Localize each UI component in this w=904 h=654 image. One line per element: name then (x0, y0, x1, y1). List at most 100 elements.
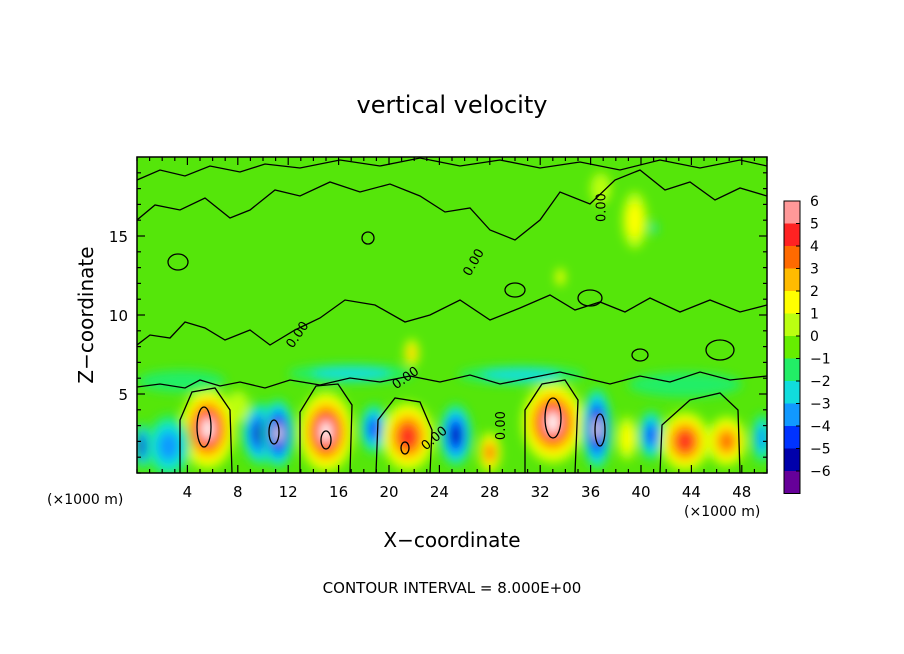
colorbar-label: 4 (810, 239, 819, 255)
colorbar-swatch (784, 246, 800, 269)
contour-ellipse (577, 289, 603, 307)
velocity-cell (485, 445, 494, 460)
colorbar-swatch (784, 313, 800, 337)
x-axis: 4 8 12 16 20 24 28 32 36 40 44 48 (136, 157, 768, 501)
x-tick-label: 16 (329, 483, 348, 501)
colorbar-label: −4 (810, 419, 831, 435)
contour-ellipse (167, 253, 189, 271)
contour-ellipse (544, 397, 562, 439)
contour-low-left (137, 371, 767, 389)
velocity-peak (547, 410, 559, 434)
colorbar: 6 5 4 3 2 1 0 −1 −2 −3 −4 −5 −6 (783, 194, 831, 494)
contour-ellipse (400, 441, 410, 455)
velocity-peak (275, 423, 282, 444)
colorbar-swatch (784, 448, 800, 472)
contour-upper (137, 169, 767, 241)
colorbar-label: 1 (810, 307, 819, 323)
cell-boundary (524, 379, 579, 473)
velocity-cell (677, 432, 693, 450)
velocity-cell (137, 370, 226, 393)
velocity-cell (719, 432, 734, 451)
cell-boundary (659, 392, 741, 473)
colorbar-swatch (784, 223, 800, 247)
colorbar-label: −2 (810, 374, 831, 390)
cell-boundary (375, 397, 433, 473)
x-tick-label: 4 (183, 483, 193, 501)
colorbar-label: −1 (810, 352, 831, 368)
cell-boundary (299, 383, 353, 473)
velocity-cell (628, 371, 742, 398)
velocity-cell (226, 390, 250, 423)
velocity-cell (646, 426, 656, 444)
colorbar-label: −5 (810, 442, 831, 458)
x-tick-label: 20 (379, 483, 398, 501)
contour-ellipse (504, 282, 526, 298)
y-axis: 5 10 15 (109, 172, 767, 474)
x-unit-right: (×1000 m) (684, 504, 760, 520)
x-tick-label: 48 (732, 483, 751, 501)
contour-high (137, 157, 767, 181)
x-unit-left: (×1000 m) (47, 492, 123, 508)
x-tick-label: 12 (279, 483, 298, 501)
velocity-cell (590, 172, 611, 205)
colorbar-label: 0 (810, 329, 819, 345)
contour-ellipse (361, 231, 375, 245)
x-tick-label: 44 (682, 483, 701, 501)
contour-ellipse (268, 419, 280, 445)
colorbar-label: −6 (810, 464, 831, 480)
velocity-peak (321, 420, 331, 444)
x-tick-label: 40 (631, 483, 650, 501)
velocity-cell (626, 202, 643, 238)
colorbar-swatch (784, 426, 800, 449)
contour-ellipse (705, 339, 735, 361)
colorbar-swatch (784, 358, 800, 382)
y-tick-label: 15 (109, 228, 128, 246)
contour-interval-note: CONTOUR INTERVAL = 8.000E+00 (323, 579, 582, 597)
colorbar-swatch (784, 471, 800, 494)
x-tick-label: 24 (430, 483, 449, 501)
contour-ellipse (196, 406, 212, 448)
cell-boundary (179, 387, 233, 473)
velocity-cell (451, 426, 461, 445)
colorbar-swatch (784, 381, 800, 404)
x-axis-label: X−coordinate (383, 528, 520, 552)
x-tick-label: 32 (531, 483, 550, 501)
velocity-cell (620, 424, 634, 452)
colorbar-swatch (784, 268, 800, 292)
contour-ellipse (631, 348, 649, 362)
plot-area: 0.000.000.00 0.000.000.00 (137, 157, 767, 473)
colorbar-swatch (784, 201, 800, 224)
colorbar-swatch (784, 291, 800, 314)
velocity-cell (557, 271, 564, 283)
colorbar-label: 3 (810, 262, 819, 278)
velocity-field (137, 172, 767, 473)
y-tick-label: 5 (118, 386, 128, 404)
colorbar-label: 2 (810, 284, 819, 300)
velocity-cell (757, 427, 767, 450)
x-tick-label: 8 (233, 483, 243, 501)
velocity-cell (369, 419, 379, 438)
velocity-cell (139, 439, 145, 453)
y-tick-label: 10 (109, 307, 128, 325)
colorbar-swatch (784, 403, 800, 427)
contour-ellipse (320, 430, 332, 450)
contour-mid (137, 294, 767, 346)
y-axis-label: Z−coordinate (74, 246, 98, 383)
x-tick-label: 28 (480, 483, 499, 501)
velocity-cell (482, 369, 561, 381)
colorbar-swatch (784, 336, 800, 359)
contour-label: 0.00 (595, 193, 610, 222)
velocity-cell (651, 224, 656, 232)
velocity-cell (408, 346, 416, 360)
velocity-cell (158, 432, 179, 461)
contour-lines (137, 157, 767, 473)
colorbar-label: 6 (810, 194, 819, 210)
colorbar-frame (783, 200, 801, 494)
contour-label: 0.00 (494, 411, 509, 440)
colorbar-label: 5 (810, 217, 819, 233)
velocity-cell (312, 367, 390, 380)
contour-ellipse (594, 413, 606, 447)
chart-title: vertical velocity (357, 91, 548, 119)
x-tick-label: 36 (581, 483, 600, 501)
